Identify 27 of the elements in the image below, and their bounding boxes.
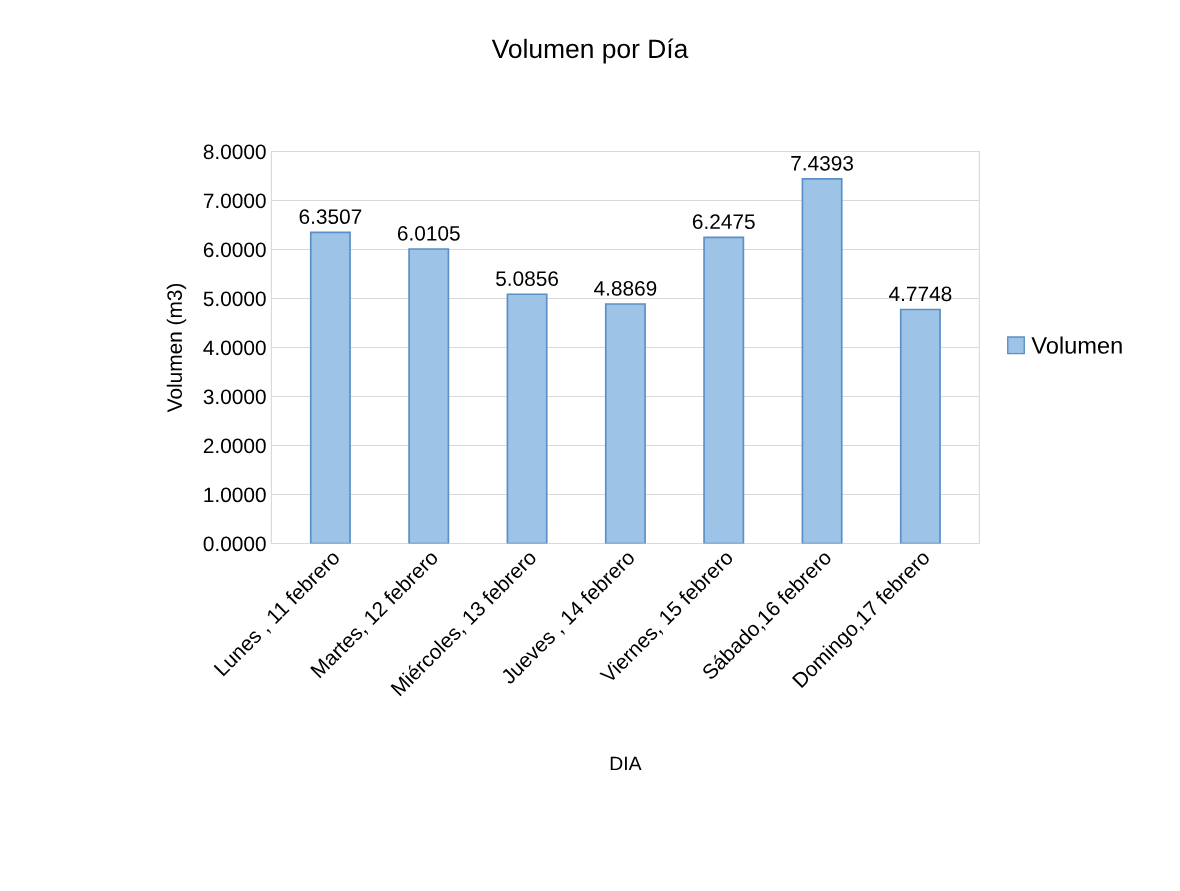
y-tick-label: 4.0000	[203, 340, 266, 356]
bar	[408, 248, 450, 544]
y-tick-label: 8.0000	[203, 144, 266, 160]
legend-label: Volumen	[1031, 336, 1122, 354]
bar	[604, 303, 646, 544]
y-tick-label: 0.0000	[203, 536, 266, 552]
y-tick-label: 7.0000	[203, 193, 266, 209]
chart-title: Volumen por Día	[491, 38, 689, 64]
y-tick-label: 5.0000	[203, 291, 266, 307]
data-label: 7.4393	[791, 155, 854, 171]
data-label: 5.0856	[496, 271, 559, 287]
bar	[899, 308, 941, 544]
x-axis-title: DIA	[610, 756, 642, 771]
y-tick-label: 3.0000	[203, 389, 266, 405]
y-axis-title: Volumen (m3)	[166, 283, 187, 413]
data-label: 4.7748	[889, 286, 952, 302]
data-label: 6.0105	[397, 225, 460, 241]
bar	[703, 236, 745, 544]
data-label: 4.8869	[594, 280, 657, 296]
y-tick-label: 6.0000	[203, 242, 266, 258]
data-label: 6.3507	[299, 209, 362, 225]
bar	[801, 178, 843, 544]
data-label: 6.2475	[692, 214, 755, 230]
y-tick-label: 2.0000	[203, 438, 266, 454]
bar	[506, 293, 548, 544]
bar	[309, 231, 351, 544]
y-tick-label: 1.0000	[204, 487, 266, 503]
